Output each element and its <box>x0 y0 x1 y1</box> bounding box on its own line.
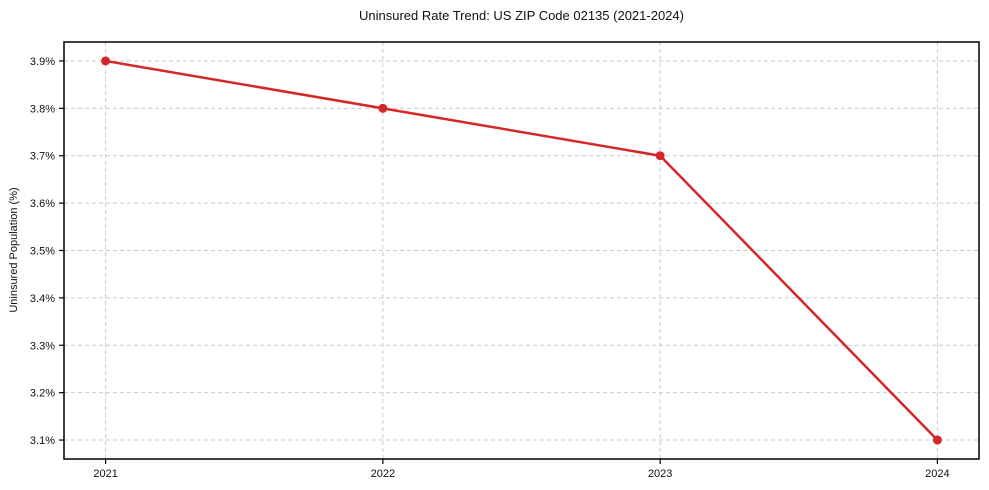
y-tick-label: 3.1% <box>30 435 55 447</box>
y-tick-label: 3.3% <box>30 340 55 352</box>
data-point-marker <box>378 103 388 113</box>
x-tick-label: 2023 <box>648 468 672 480</box>
x-tick-label: 2022 <box>371 468 395 480</box>
y-tick-label: 3.9% <box>30 56 55 68</box>
data-point-marker <box>101 56 111 66</box>
y-tick-label: 3.7% <box>30 151 55 163</box>
y-tick-label: 3.8% <box>30 103 55 115</box>
y-tick-label: 3.6% <box>30 198 55 210</box>
plot-border <box>63 41 980 460</box>
x-tick-label: 2021 <box>93 468 117 480</box>
y-tick-label: 3.4% <box>30 293 55 305</box>
chart-title: Uninsured Rate Trend: US ZIP Code 02135 … <box>359 8 684 23</box>
trend-line <box>104 59 939 442</box>
data-point-marker <box>655 151 665 161</box>
x-tick-label: 2024 <box>925 468 949 480</box>
data-point-marker <box>932 435 942 445</box>
y-tick-label: 3.5% <box>30 246 55 258</box>
y-tick-label: 3.2% <box>30 388 55 400</box>
